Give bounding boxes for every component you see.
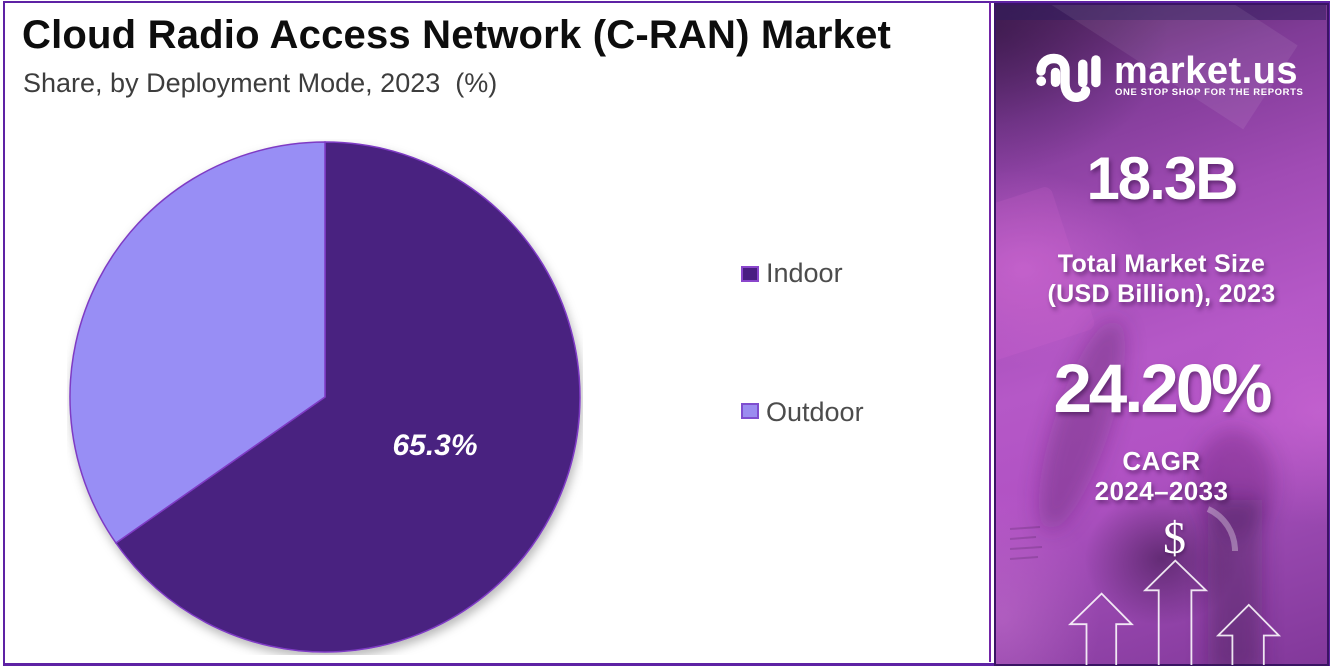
svg-text:65.3%: 65.3% xyxy=(392,429,477,462)
svg-text:market.us: market.us xyxy=(1114,50,1298,92)
svg-text:ONE STOP SHOP FOR THE REPORTS: ONE STOP SHOP FOR THE REPORTS xyxy=(1115,87,1303,98)
